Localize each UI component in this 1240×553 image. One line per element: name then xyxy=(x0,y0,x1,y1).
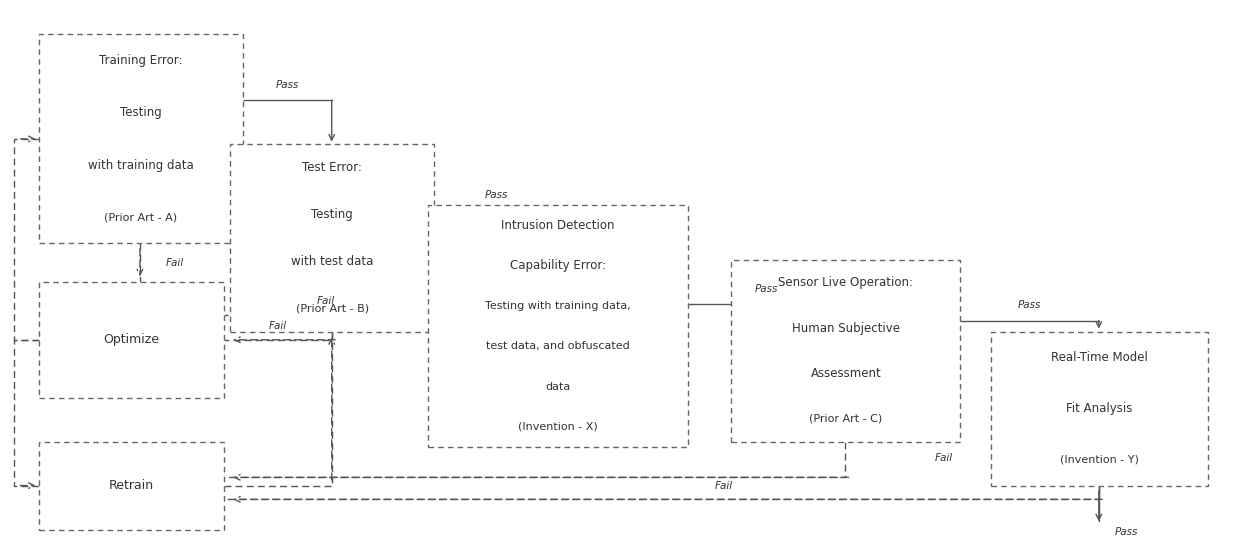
Text: Real-Time Model: Real-Time Model xyxy=(1052,351,1148,364)
Text: Assessment: Assessment xyxy=(811,367,882,380)
FancyBboxPatch shape xyxy=(991,331,1208,486)
Text: Fail: Fail xyxy=(165,258,184,268)
Text: test data, and obfuscated: test data, and obfuscated xyxy=(486,341,630,351)
Text: Capability Error:: Capability Error: xyxy=(510,259,606,272)
Text: Testing: Testing xyxy=(311,208,353,221)
Text: (Invention - Y): (Invention - Y) xyxy=(1060,455,1138,465)
Text: Pass: Pass xyxy=(485,190,508,200)
Text: Fit Analysis: Fit Analysis xyxy=(1066,402,1132,415)
Text: Human Subjective: Human Subjective xyxy=(792,322,900,335)
Text: Optimize: Optimize xyxy=(103,333,159,346)
Text: (Prior Art - C): (Prior Art - C) xyxy=(810,414,883,424)
Text: Pass: Pass xyxy=(755,284,779,294)
Text: (Prior Art - B): (Prior Art - B) xyxy=(296,303,370,313)
Text: (Invention - X): (Invention - X) xyxy=(518,422,598,432)
Text: data: data xyxy=(546,382,570,392)
Text: (Prior Art - A): (Prior Art - A) xyxy=(104,212,177,222)
Text: Fail: Fail xyxy=(935,453,954,463)
Text: Fail: Fail xyxy=(714,481,733,491)
Text: with test data: with test data xyxy=(291,255,373,268)
Text: Test Error:: Test Error: xyxy=(303,161,362,174)
Text: Pass: Pass xyxy=(1018,300,1042,310)
Text: Testing: Testing xyxy=(120,106,161,119)
Text: Sensor Live Operation:: Sensor Live Operation: xyxy=(779,276,914,289)
Text: Pass: Pass xyxy=(275,80,299,90)
Text: Fail: Fail xyxy=(317,296,335,306)
Text: Testing with training data,: Testing with training data, xyxy=(485,301,631,311)
FancyBboxPatch shape xyxy=(428,205,688,447)
FancyBboxPatch shape xyxy=(732,260,960,441)
FancyBboxPatch shape xyxy=(231,144,434,331)
Text: Fail: Fail xyxy=(269,321,286,331)
FancyBboxPatch shape xyxy=(38,282,224,398)
FancyBboxPatch shape xyxy=(38,34,243,243)
Text: Pass: Pass xyxy=(1115,528,1138,538)
Text: Training Error:: Training Error: xyxy=(99,54,182,67)
Text: with training data: with training data xyxy=(88,159,193,171)
Text: Intrusion Detection: Intrusion Detection xyxy=(501,218,615,232)
Text: Retrain: Retrain xyxy=(109,479,154,492)
FancyBboxPatch shape xyxy=(38,441,224,530)
